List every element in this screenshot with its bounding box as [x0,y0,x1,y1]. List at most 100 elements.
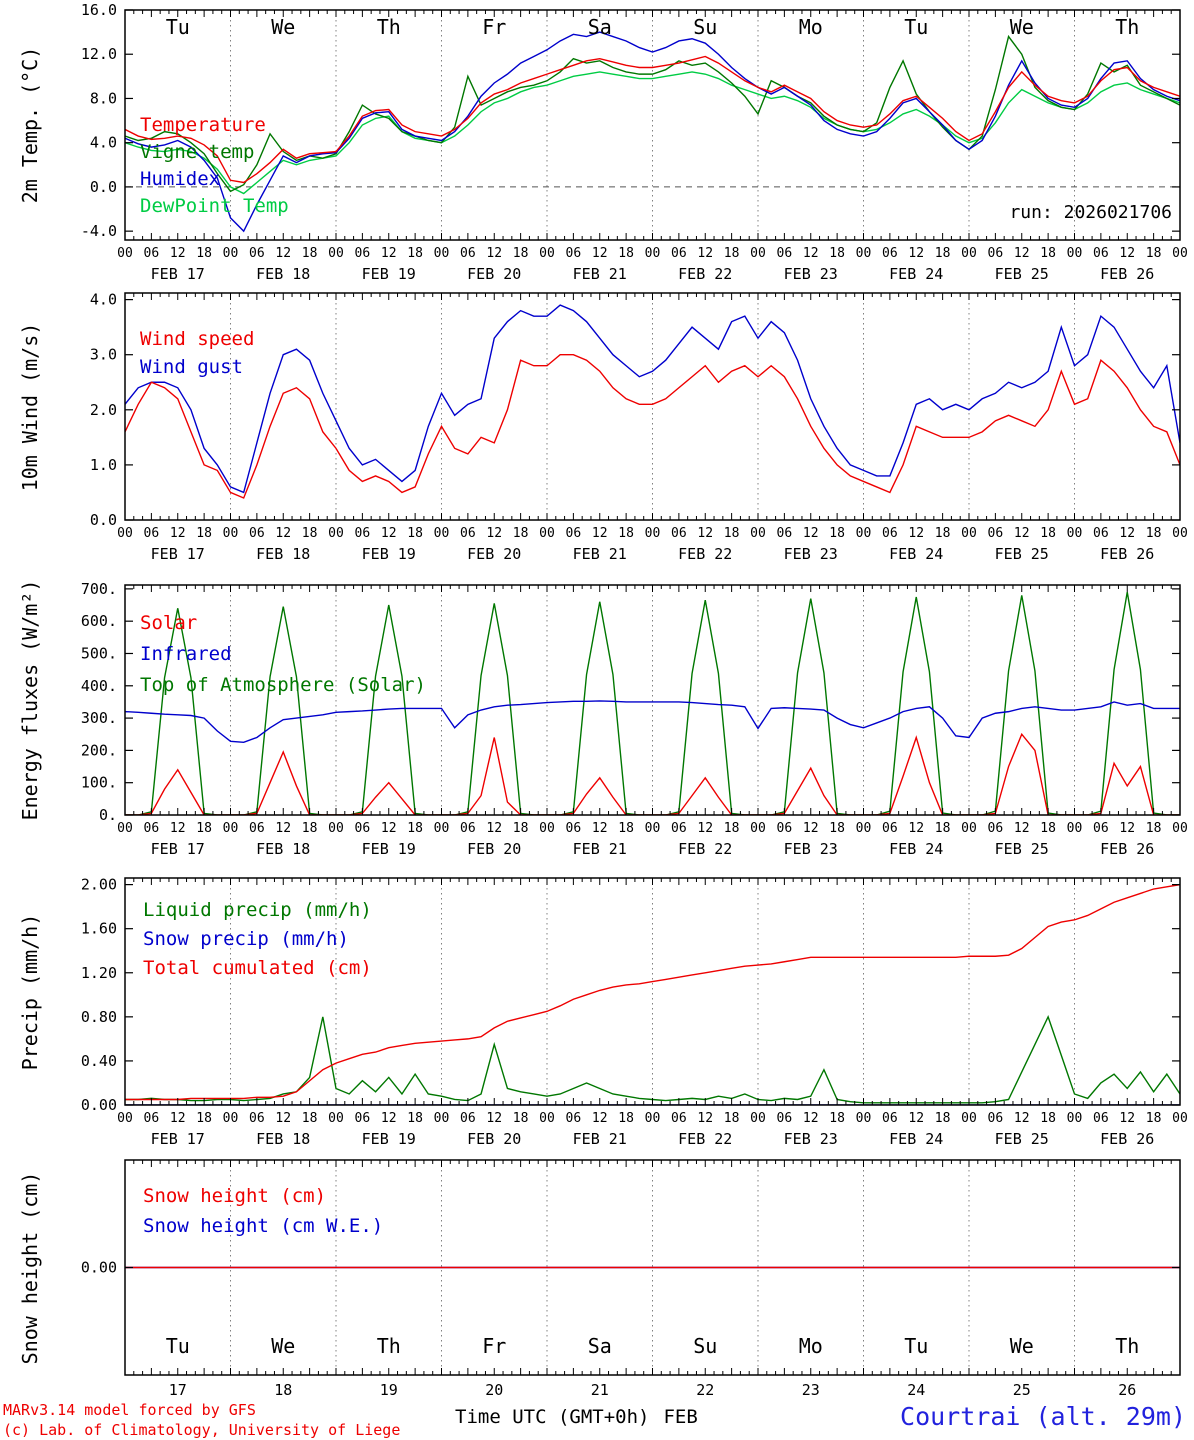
hour-tick-label: 06 [355,526,371,541]
hour-tick-label: 12 [803,821,819,836]
hour-tick-label: 06 [249,526,265,541]
hour-tick-label: 18 [407,1111,423,1126]
panel-wind: 4.03.02.01.00.000 06 12 18 00 06 12 18 00 06 12 18 0… [90,291,1188,563]
hour-tick-label: 06 [144,246,160,261]
hour-tick-label: 00 [1067,1111,1083,1126]
hour-tick-label: 18 [724,246,740,261]
hour-tick-label: 18 [513,1111,529,1126]
legend-precip-total-cumulated-cm-: Total cumulated (cm) [143,957,372,979]
hour-tick-label: 00 [328,821,344,836]
date-label: FEB 18 [256,545,310,563]
hour-tick-label: 00 [961,526,977,541]
date-label: FEB 17 [151,265,205,283]
hour-tick-label: 00 [856,526,872,541]
day-number-label: 18 [274,1381,292,1399]
hour-tick-label: 18 [513,821,529,836]
day-name-label: Th [1115,1334,1139,1358]
panel-border [124,292,1181,521]
hour-tick-label: 12 [1119,246,1135,261]
date-label: FEB 24 [889,840,943,858]
hour-tick-label: 06 [566,821,582,836]
ylabel-precip: Precip (mm/h) [18,913,42,1070]
hour-tick-label: 06 [249,246,265,261]
day-name-label: Sa [588,1334,612,1358]
hour-tick-label: 12 [592,1111,608,1126]
hour-tick-label: 06 [566,246,582,261]
date-label: FEB 26 [1100,840,1154,858]
panel-temp: 16.012.08.04.00.0-4.000 06 12 18 00 06 12 18 00 0… [81,1,1188,283]
hour-tick-label: 00 [117,246,133,261]
hour-tick-label: 00 [645,526,661,541]
series-solar [125,732,1180,815]
hour-tick-label: 18 [935,526,951,541]
legend-snow-snow-height-cm-w-e-: Snow height (cm W.E.) [143,1215,384,1237]
series-vigne [125,34,1180,193]
hour-tick-label: 00 [645,246,661,261]
hour-tick-label: 00 [539,526,555,541]
hour-tick-label: 00 [1067,526,1083,541]
legend-temp-vigne-temp: Vigne temp [140,141,255,163]
hour-tick-label: 06 [249,1111,265,1126]
hour-tick-label: 12 [1119,821,1135,836]
hour-tick-label: 12 [803,526,819,541]
date-label: FEB 23 [784,840,838,858]
hour-tick-label: 06 [355,1111,371,1126]
hour-tick-label: 18 [935,821,951,836]
hour-tick-label: 06 [882,526,898,541]
hour-tick-label: 18 [407,526,423,541]
hour-tick-label: 18 [1146,1111,1162,1126]
hour-tick-label: 12 [592,526,608,541]
hour-tick-label: 18 [407,246,423,261]
hour-tick-label: 18 [196,821,212,836]
series-wind-gust [125,304,1180,494]
date-label: FEB 17 [151,1130,205,1148]
hour-tick-label: 18 [829,246,845,261]
legend-temp-temperature: Temperature [140,114,266,136]
hour-tick-label: 12 [1119,526,1135,541]
day-number-label: 23 [802,1381,820,1399]
hour-tick-label: 00 [1172,246,1188,261]
day-name-label: Su [693,15,717,39]
hour-tick-label: 12 [592,821,608,836]
hour-tick-label: 18 [935,1111,951,1126]
hour-tick-label: 06 [460,821,476,836]
day-name-label: Fr [482,1334,506,1358]
hour-tick-label: 12 [170,246,186,261]
day-number-label: 22 [696,1381,714,1399]
hour-tick-label: 12 [486,526,502,541]
y-tick-label: 8.0 [90,89,117,107]
panel-snow: 0.00 Tu We Th Fr Sa Su Mo Tu We Th 17 18 19 20 21 22 23 24… [81,1159,1181,1399]
hour-tick-label: 18 [196,526,212,541]
hour-tick-label: 12 [697,526,713,541]
day-name-label: We [1010,15,1034,39]
hour-tick-label: 06 [777,246,793,261]
hour-tick-label: 12 [1014,1111,1030,1126]
y-tick-label: 100. [81,774,117,792]
y-tick-label: 1.0 [90,456,117,474]
hour-tick-label: 06 [460,246,476,261]
date-label: FEB 19 [362,840,416,858]
y-tick-label: 500. [81,644,117,662]
xaxis-title: Time UTC (GMT+0h) [455,1406,650,1428]
hour-tick-label: 00 [434,821,450,836]
date-label: FEB 22 [678,840,732,858]
hour-tick-label: 06 [988,526,1004,541]
hour-tick-label: 06 [460,1111,476,1126]
hour-tick-label: 12 [275,1111,291,1126]
hour-tick-label: 18 [196,1111,212,1126]
hour-tick-label: 12 [381,246,397,261]
date-label: FEB 20 [467,1130,521,1148]
hour-tick-label: 12 [1014,821,1030,836]
legend-wind-wind-speed: Wind speed [140,328,255,350]
day-name-label: Tu [904,15,928,39]
y-tick-label: -4.0 [81,222,117,240]
hour-tick-label: 06 [249,821,265,836]
hour-tick-label: 12 [697,821,713,836]
day-number-label: 25 [1013,1381,1031,1399]
hour-tick-label: 00 [1172,526,1188,541]
hour-tick-label: 00 [223,821,239,836]
hour-tick-label: 06 [144,1111,160,1126]
legend-energy-solar: Solar [140,612,198,634]
hour-tick-label: 00 [1172,821,1188,836]
hour-tick-label: 06 [355,821,371,836]
